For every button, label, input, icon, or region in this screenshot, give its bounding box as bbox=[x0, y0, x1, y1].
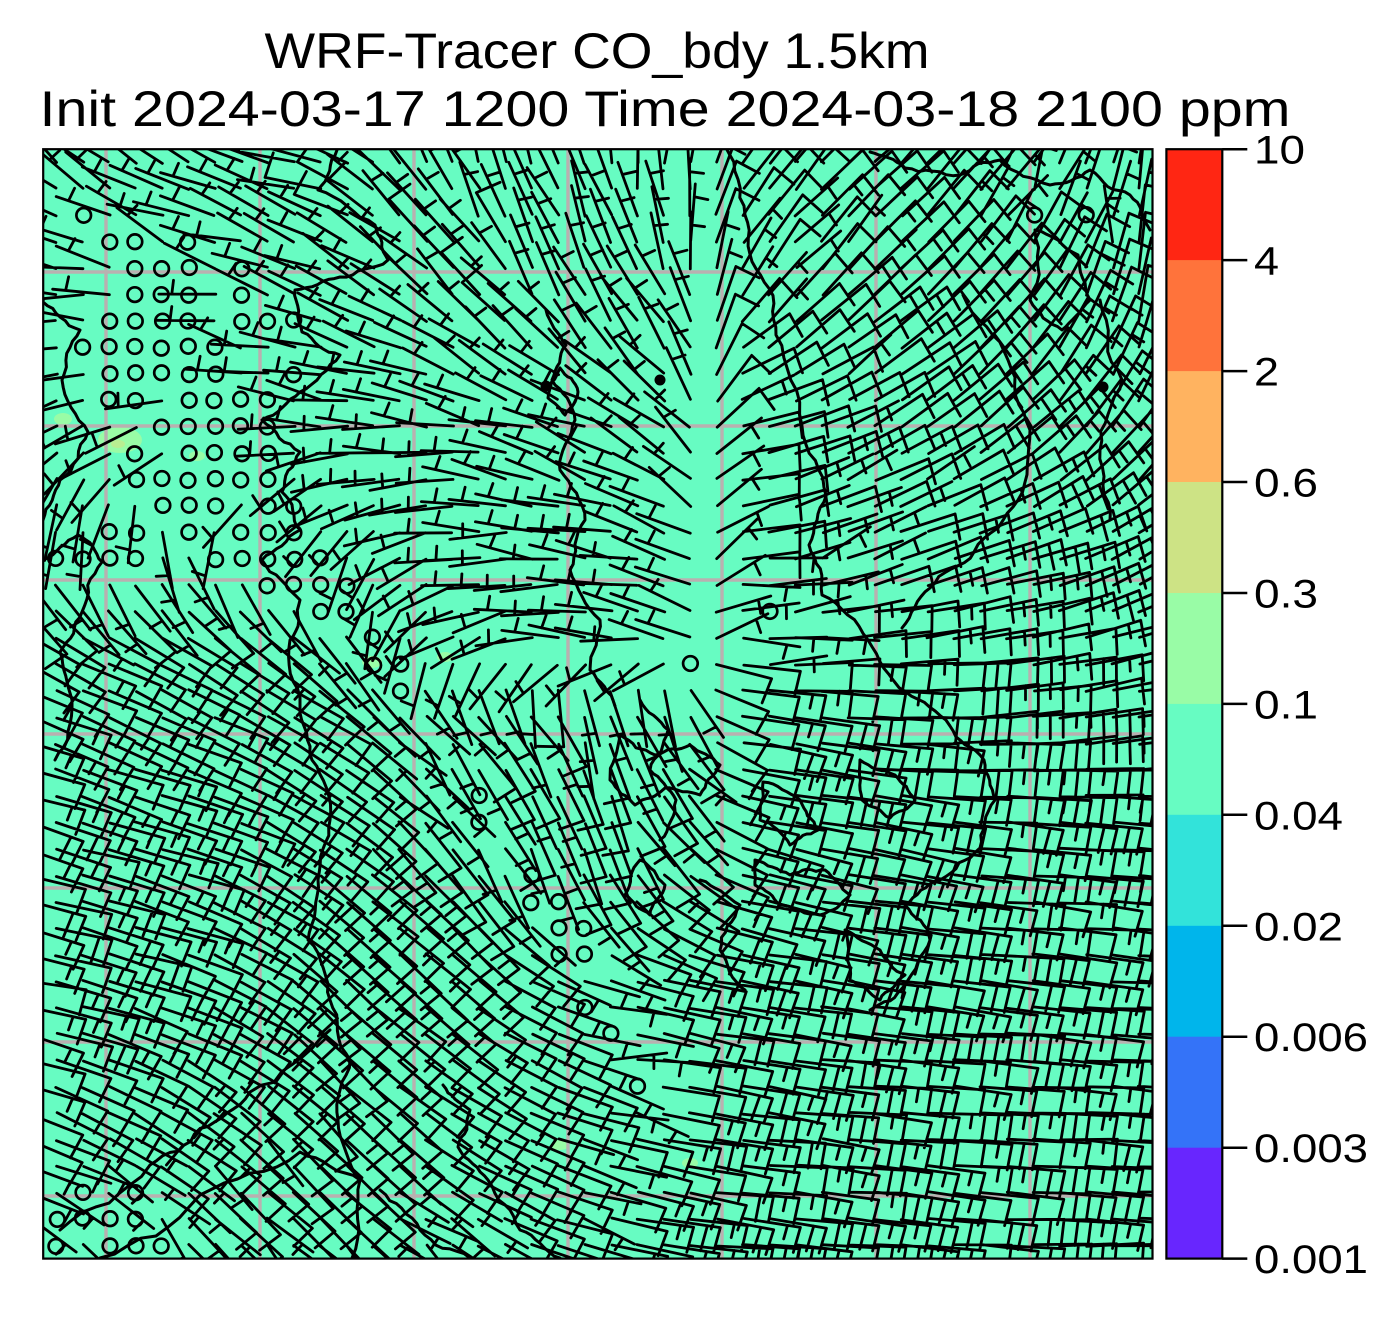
svg-text:0.006: 0.006 bbox=[1254, 1016, 1368, 1060]
svg-text:2: 2 bbox=[1254, 351, 1279, 395]
svg-text:10: 10 bbox=[1254, 129, 1305, 173]
svg-text:0.02: 0.02 bbox=[1254, 905, 1343, 949]
svg-text:4: 4 bbox=[1254, 240, 1279, 284]
svg-text:0.1: 0.1 bbox=[1254, 683, 1318, 727]
svg-text:0.6: 0.6 bbox=[1254, 462, 1318, 506]
svg-text:0.3: 0.3 bbox=[1254, 573, 1318, 617]
svg-text:0.04: 0.04 bbox=[1254, 794, 1343, 838]
svg-text:Init 2024-03-17 1200 Time 2024: Init 2024-03-17 1200 Time 2024-03-18 210… bbox=[40, 81, 1291, 137]
svg-text:0.001: 0.001 bbox=[1254, 1238, 1368, 1282]
svg-text:WRF-Tracer CO_bdy 1.5km: WRF-Tracer CO_bdy 1.5km bbox=[265, 23, 930, 79]
svg-text:0.003: 0.003 bbox=[1254, 1127, 1368, 1171]
